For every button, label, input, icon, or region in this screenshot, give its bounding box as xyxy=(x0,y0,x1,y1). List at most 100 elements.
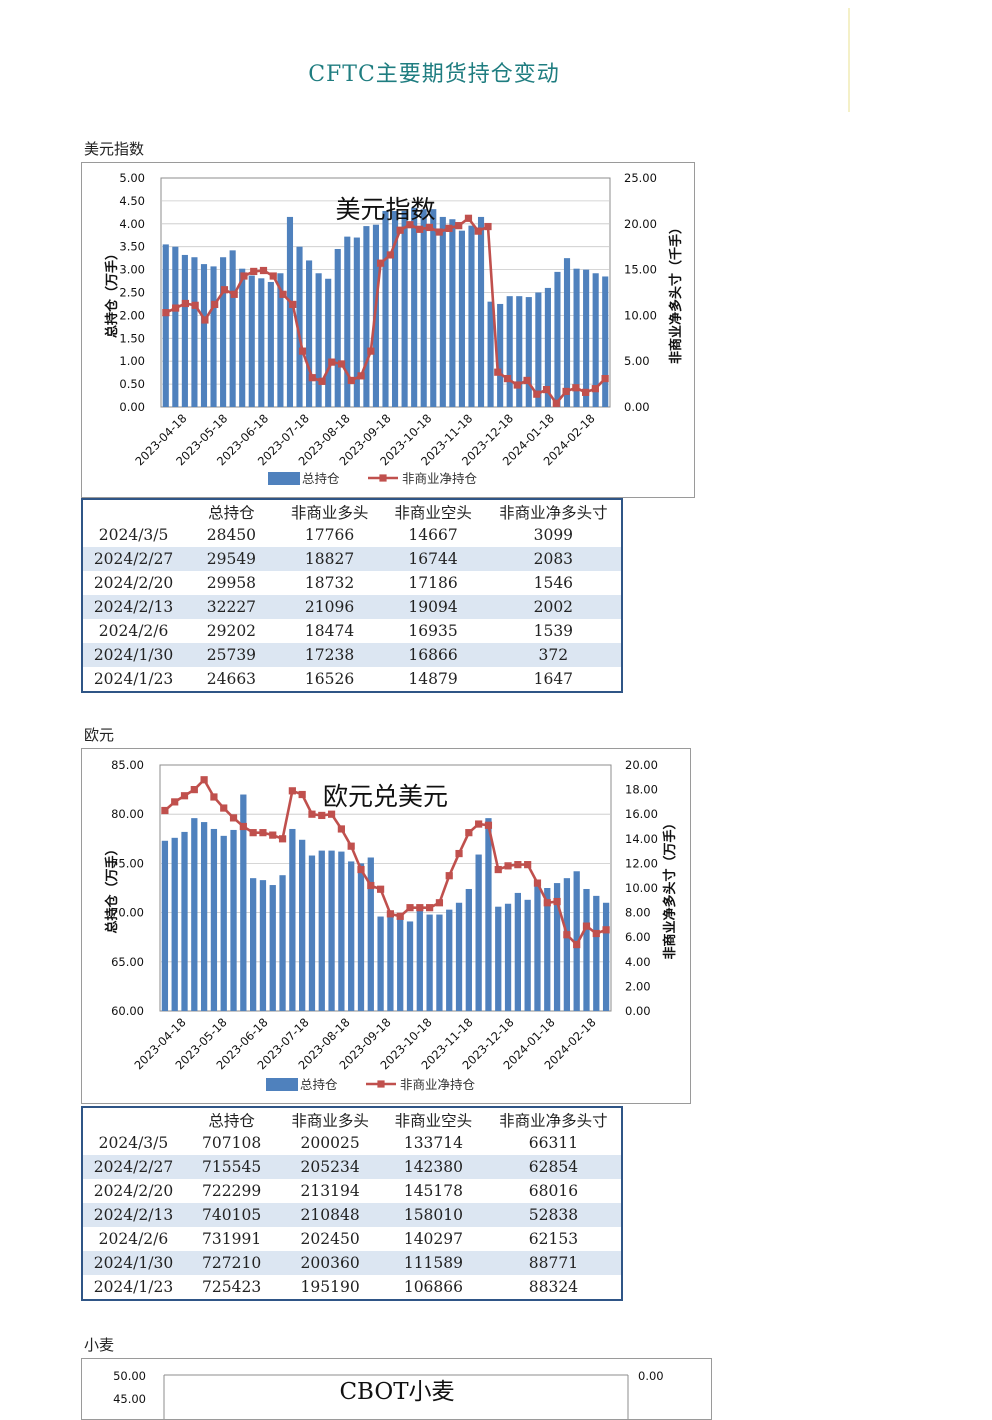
bar-total-position xyxy=(446,909,453,1011)
chart-svg: 50.00 45.00 0.00 CBOT小麦 xyxy=(113,1369,664,1419)
bar-total-position xyxy=(269,885,276,1011)
bar-total-position xyxy=(200,264,208,407)
line-marker xyxy=(172,304,180,312)
line-net-position xyxy=(165,216,607,406)
line-marker xyxy=(289,300,297,309)
cbot-wheat-chart: 50.00 45.00 0.00 CBOT小麦 xyxy=(81,1358,712,1420)
bar-total-position xyxy=(485,818,492,1011)
table-row: 2024/1/30 25739 17238 16866 372 xyxy=(82,643,622,667)
bar-total-position xyxy=(382,210,389,407)
line-marker xyxy=(426,904,434,912)
table-row: 2024/2/13 740105 210848 158010 52838 xyxy=(82,1203,622,1227)
legend-total-label: 总持仓 xyxy=(302,471,340,486)
line-marker xyxy=(269,831,277,839)
table-cell: 62153 xyxy=(528,1230,579,1248)
line-marker xyxy=(171,798,179,806)
table-cell: 16744 xyxy=(380,547,486,571)
bar-total-position xyxy=(161,840,169,1011)
table-cell: 62854 xyxy=(485,1155,622,1179)
y-tick-label: 5.00 xyxy=(119,171,145,185)
line-marker xyxy=(377,259,385,267)
y2-tick-label: 16.00 xyxy=(625,807,658,821)
table-row: 2024/2/6 29202 18474 16935 1539 xyxy=(82,619,622,643)
table-cell: 52838 xyxy=(485,1203,622,1227)
line-marker xyxy=(298,347,307,355)
page-title: CFTC主要期货持仓变动 xyxy=(308,62,560,87)
bar-total-position xyxy=(430,209,437,407)
bar-total-position xyxy=(210,828,218,1011)
y2-tick-label: 0.00 xyxy=(624,400,650,414)
section-label-wheat: 小麦 xyxy=(84,1336,115,1354)
table-cell: 29549 xyxy=(184,547,279,571)
line-marker xyxy=(279,290,287,298)
line-marker xyxy=(601,375,609,383)
bar-total-position xyxy=(563,258,571,407)
table-cell: 142380 xyxy=(380,1155,486,1179)
chart-title: CBOT小麦 xyxy=(339,1379,454,1405)
bar-total-position xyxy=(439,216,446,407)
table-row: 2024/1/23 24663 16526 14879 1647 xyxy=(82,667,622,692)
line-marker xyxy=(180,792,189,800)
line-marker xyxy=(504,862,512,870)
table-cell: 195190 xyxy=(300,1278,360,1296)
y-tick-label: 2.00 xyxy=(119,308,145,322)
table-cell: 727210 xyxy=(183,1251,280,1275)
table-cell: 32227 xyxy=(184,595,279,619)
bar-total-position xyxy=(387,912,394,1011)
table-cell: 14667 xyxy=(408,526,458,544)
line-marker xyxy=(161,806,169,815)
table-cell: 66311 xyxy=(528,1134,579,1152)
line-marker xyxy=(435,899,444,907)
legend-bar-swatch xyxy=(268,472,300,485)
line-marker xyxy=(445,872,453,880)
bar-total-position xyxy=(411,207,418,407)
bar-total-position xyxy=(524,899,531,1011)
table-cell: 14879 xyxy=(408,670,458,688)
table-row: 2024/3/5 707108 200025 133714 66311 xyxy=(82,1131,622,1155)
table-row: 2024/1/23 725423 195190 106866 88324 xyxy=(82,1275,622,1300)
y-tick-label: 1.00 xyxy=(119,354,145,368)
line-marker xyxy=(230,290,238,298)
line-marker xyxy=(308,374,316,382)
line-marker xyxy=(494,368,502,376)
line-marker xyxy=(573,940,581,949)
y2-tick-label: 12.00 xyxy=(625,856,658,870)
line-marker xyxy=(435,228,443,236)
line-marker xyxy=(376,885,385,893)
table-cell: 1539 xyxy=(533,622,574,640)
y2-axis-title: 非商业净多头寸（万手） xyxy=(662,816,678,959)
table-cell: 213194 xyxy=(300,1182,360,1200)
table-row: 2024/2/27 715545 205234 142380 62854 xyxy=(82,1155,622,1179)
line-marker xyxy=(552,399,560,407)
table-header-cell xyxy=(82,499,185,523)
table-cell: 28450 xyxy=(206,526,257,544)
bar-total-position xyxy=(191,818,198,1011)
usd-index-chart: 0.00 0.50 1.00 1.50 2.00 2.50 3.00 3.50 4.00 4.50… xyxy=(81,162,695,498)
table-cell: 210848 xyxy=(279,1203,381,1227)
table-cell: 145178 xyxy=(403,1182,463,1200)
line-marker xyxy=(288,787,296,795)
y2-tick-label: 5.00 xyxy=(624,354,650,368)
line-marker xyxy=(200,776,208,784)
bar-total-position xyxy=(449,219,456,407)
table-cell: 2024/2/6 xyxy=(98,622,169,640)
bar-total-position xyxy=(172,246,179,407)
line-marker xyxy=(249,829,257,837)
line-marker xyxy=(337,825,345,833)
plot-area xyxy=(159,764,612,1012)
y2-tick-label: 25.00 xyxy=(624,171,657,185)
table-cell: 2024/3/5 xyxy=(98,526,169,544)
line-marker xyxy=(524,861,532,869)
y2-tick-label: 10.00 xyxy=(624,308,657,322)
table-cell: 88324 xyxy=(528,1278,579,1296)
table-cell: 17238 xyxy=(278,643,381,667)
table-cell: 88771 xyxy=(485,1251,622,1275)
table-cell: 17186 xyxy=(408,574,458,592)
line-marker xyxy=(416,225,424,233)
table-cell: 18732 xyxy=(304,574,355,592)
table-cell: 2024/2/13 xyxy=(82,595,185,619)
table-cell: 16866 xyxy=(380,643,486,667)
bar-total-position xyxy=(267,281,274,407)
bar-total-position xyxy=(334,248,341,407)
line-marker xyxy=(503,375,512,383)
